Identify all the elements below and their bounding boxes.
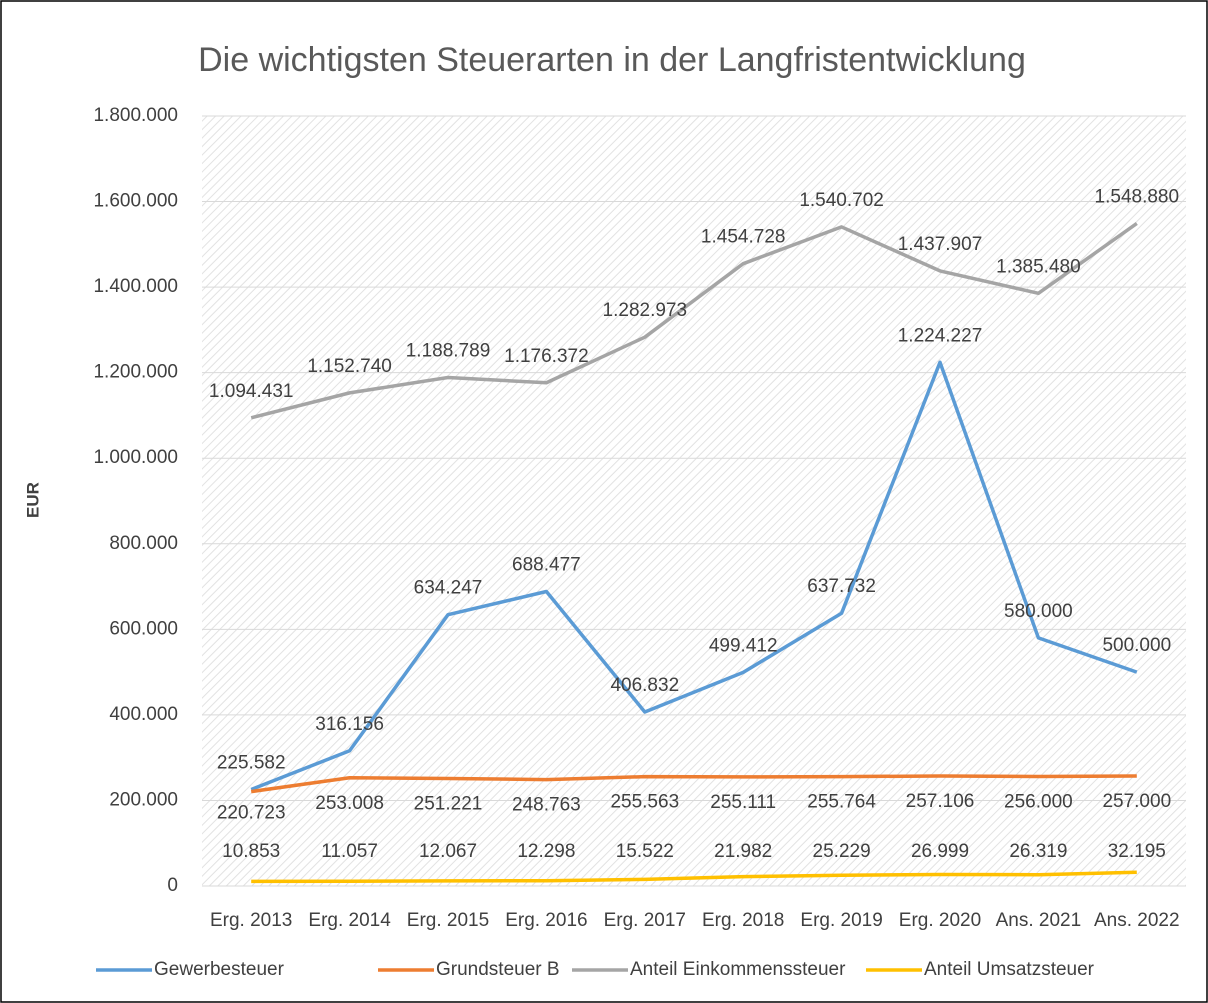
legend-label: Anteil Umsatzsteuer bbox=[924, 959, 1095, 980]
y-tick-label: 1.000.000 bbox=[93, 447, 178, 468]
data-label: 1.385.480 bbox=[996, 256, 1081, 277]
data-label: 1.548.880 bbox=[1095, 186, 1180, 207]
data-label: 25.229 bbox=[813, 841, 871, 862]
data-label: 21.982 bbox=[714, 841, 772, 862]
y-tick-label: 1.800.000 bbox=[93, 105, 178, 126]
y-tick-label: 400.000 bbox=[109, 704, 178, 725]
data-label: 257.106 bbox=[906, 791, 975, 812]
series-line bbox=[250, 360, 1138, 792]
data-label: 26.999 bbox=[911, 841, 969, 862]
data-label: 1.094.431 bbox=[209, 381, 294, 402]
data-label: 580.000 bbox=[1004, 601, 1073, 622]
x-tick-label: Erg. 2018 bbox=[702, 910, 784, 931]
data-label: 1.437.907 bbox=[898, 234, 983, 255]
series-line bbox=[251, 870, 1137, 884]
data-label: 257.000 bbox=[1102, 791, 1171, 812]
data-label: 12.298 bbox=[517, 841, 575, 862]
x-tick-label: Erg. 2020 bbox=[899, 910, 981, 931]
x-tick-label: Ans. 2021 bbox=[996, 910, 1082, 931]
data-label: 255.111 bbox=[710, 792, 776, 813]
legend-label: Anteil Einkommenssteuer bbox=[630, 959, 846, 980]
plot-area bbox=[202, 116, 1186, 886]
legend-label: Gewerbesteuer bbox=[154, 959, 285, 980]
data-label: 688.477 bbox=[512, 555, 581, 576]
y-tick-label: 200.000 bbox=[109, 789, 178, 810]
data-label: 10.853 bbox=[222, 841, 280, 862]
data-label: 637.732 bbox=[807, 576, 876, 597]
x-tick-label: Erg. 2017 bbox=[604, 910, 686, 931]
y-tick-label: 0 bbox=[167, 875, 178, 896]
data-label: 316.156 bbox=[315, 714, 384, 735]
data-label: 251.221 bbox=[414, 794, 483, 815]
data-label: 1.224.227 bbox=[898, 325, 983, 346]
data-label: 500.000 bbox=[1102, 635, 1171, 656]
data-label: 1.540.702 bbox=[799, 190, 884, 211]
x-tick-label: Ans. 2022 bbox=[1094, 910, 1180, 931]
series-line bbox=[250, 221, 1138, 420]
series-line bbox=[250, 774, 1137, 794]
data-label: 1.152.740 bbox=[307, 356, 392, 377]
data-label: 406.832 bbox=[610, 675, 679, 696]
y-tick-label: 800.000 bbox=[109, 533, 178, 554]
x-tick-label: Erg. 2013 bbox=[210, 910, 292, 931]
y-axis-label: EUR bbox=[23, 482, 42, 518]
data-label: 1.176.372 bbox=[504, 346, 589, 367]
data-label: 248.763 bbox=[512, 795, 581, 816]
data-label: 256.000 bbox=[1004, 792, 1073, 813]
data-label: 1.282.973 bbox=[603, 300, 688, 321]
data-label: 12.067 bbox=[419, 841, 477, 862]
data-label: 32.195 bbox=[1108, 841, 1166, 862]
x-tick-label: Erg. 2014 bbox=[308, 910, 391, 931]
data-label: 26.319 bbox=[1009, 841, 1067, 862]
data-label: 499.412 bbox=[709, 635, 778, 656]
x-tick-label: Erg. 2015 bbox=[407, 910, 489, 931]
data-label: 253.008 bbox=[315, 793, 384, 814]
x-tick-label: Erg. 2016 bbox=[505, 910, 587, 931]
data-label: 634.247 bbox=[414, 578, 483, 599]
y-tick-label: 600.000 bbox=[109, 618, 178, 639]
y-tick-label: 1.600.000 bbox=[93, 191, 178, 212]
x-tick-label: Erg. 2019 bbox=[800, 910, 882, 931]
data-label: 1.188.789 bbox=[406, 340, 491, 361]
data-label: 255.764 bbox=[807, 792, 876, 813]
data-label: 1.454.728 bbox=[701, 227, 786, 248]
chart-title: Die wichtigsten Steuerarten in der Langf… bbox=[198, 41, 1026, 79]
y-tick-label: 1.200.000 bbox=[93, 362, 178, 383]
data-label: 11.057 bbox=[321, 841, 378, 862]
data-label: 255.563 bbox=[610, 792, 679, 813]
legend-label: Grundsteuer B bbox=[436, 959, 560, 980]
y-tick-label: 1.400.000 bbox=[93, 276, 178, 297]
data-label: 220.723 bbox=[217, 803, 286, 824]
data-label: 15.522 bbox=[616, 841, 674, 862]
data-label: 225.582 bbox=[217, 753, 286, 774]
